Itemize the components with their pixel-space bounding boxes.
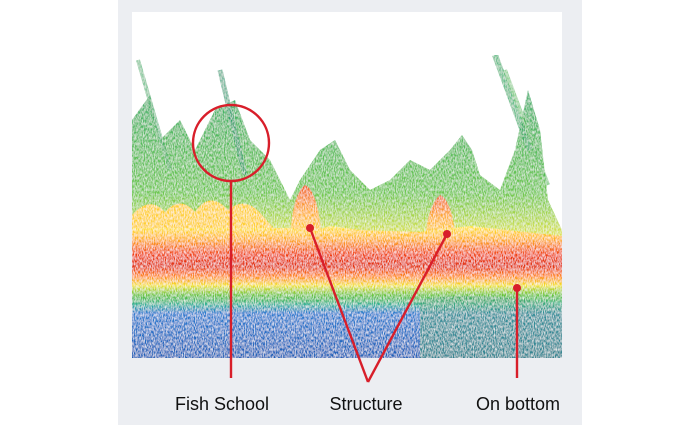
label: Structure [329,394,402,414]
callouts [191,103,519,383]
structure-dot-left [306,224,314,232]
on-bottom-dot [513,284,521,292]
structure-dot-right [443,230,451,238]
echogram [132,53,562,358]
structure-line-right [366,233,449,383]
structure-line-left [308,227,370,383]
label: On bottom [476,394,560,414]
label: Fish School [175,394,269,414]
